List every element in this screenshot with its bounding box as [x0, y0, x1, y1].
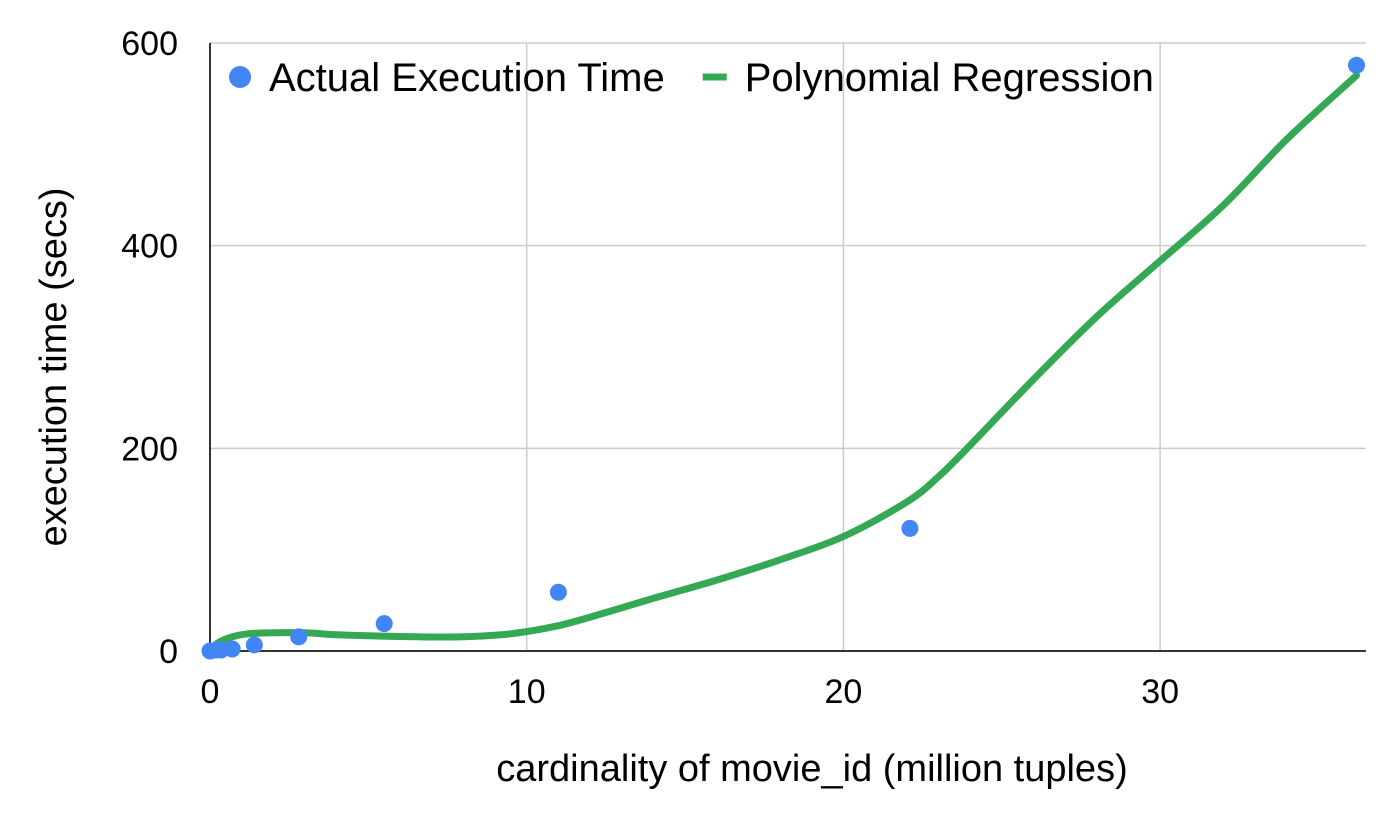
legend-marker-actual [229, 66, 251, 88]
y-tick-label: 600 [121, 25, 178, 63]
y-tick-label: 200 [121, 430, 178, 468]
data-point [1347, 56, 1365, 74]
data-point [223, 640, 241, 658]
data-point [901, 519, 919, 537]
x-tick-label: 10 [508, 673, 546, 711]
legend: Actual Execution Time Polynomial Regressi… [229, 56, 1154, 100]
legend-label-actual: Actual Execution Time [269, 56, 665, 100]
x-axis-title: cardinality of movie_id (million tuples) [496, 748, 1127, 790]
x-tick-label: 20 [825, 673, 863, 711]
data-point [245, 636, 263, 654]
legend-label-regression: Polynomial Regression [745, 56, 1154, 100]
series-layer [201, 56, 1365, 660]
data-point [375, 615, 393, 633]
x-tick-label: 0 [201, 673, 220, 711]
y-tick-label: 0 [159, 633, 178, 671]
axis-layer: 0 200 400 600 0 10 20 30 [121, 25, 1366, 711]
x-tick-label: 30 [1141, 673, 1179, 711]
y-tick-label: 400 [121, 228, 178, 266]
y-axis-title: execution time (secs) [33, 187, 75, 546]
data-point [549, 583, 567, 601]
data-point [290, 628, 308, 646]
regression-line [206, 71, 1360, 653]
